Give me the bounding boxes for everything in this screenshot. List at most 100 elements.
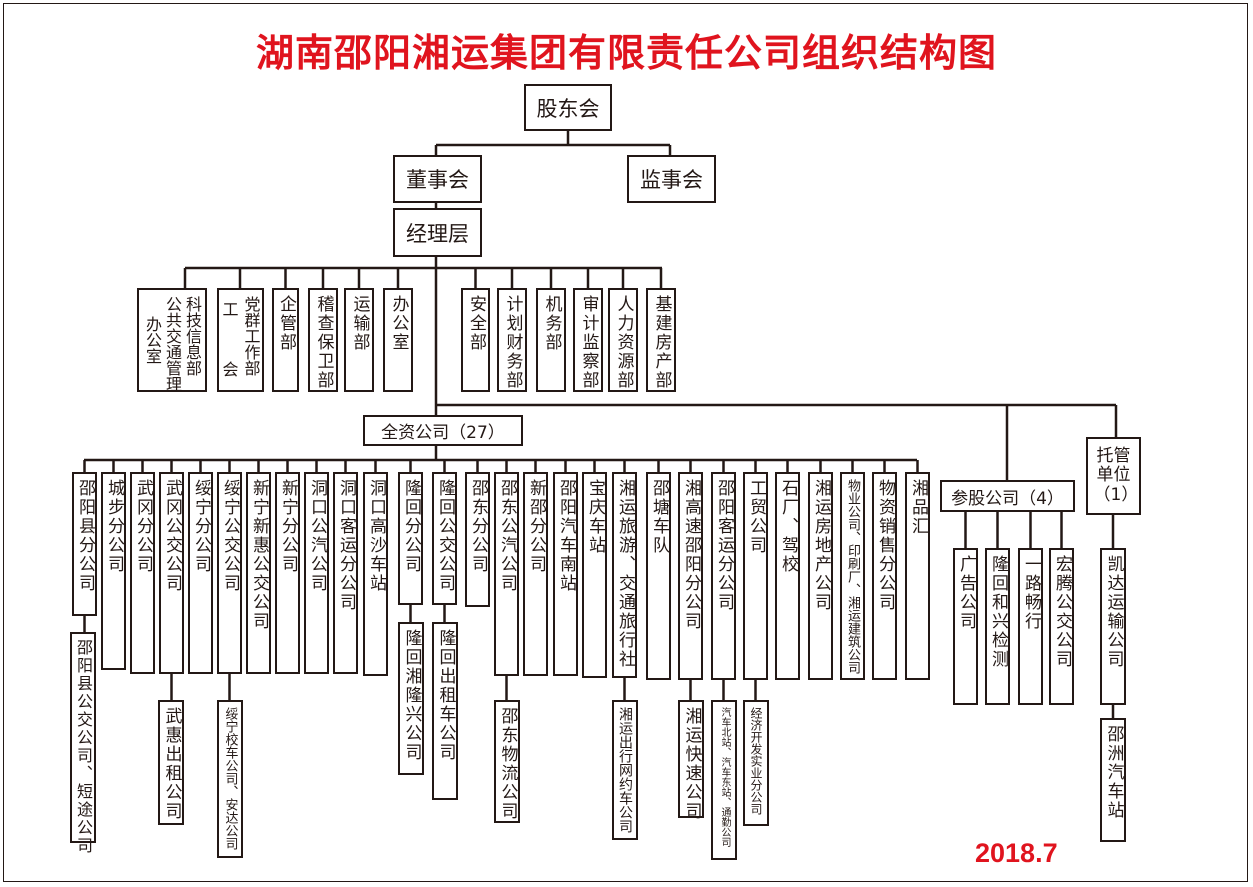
wholly-owned-company-label: 绥宁分公司: [191, 479, 211, 574]
board-box-label: 董事会: [406, 168, 469, 192]
department-box-label: 基建房产部: [651, 295, 672, 390]
equity-company-label: 宏腾公交公司: [1052, 555, 1072, 669]
wholly-owned-company-label: 绥宁公交公司: [220, 479, 240, 593]
subsidiary-box-label: 邵东物流公司: [497, 707, 518, 821]
wholly-owned-company: 绥宁公交公司: [217, 472, 242, 674]
wholly-owned-company-label: 物资销售分公司: [875, 479, 895, 612]
department-box-label: 安全部: [466, 295, 486, 352]
wholly-owned-company: 湘品汇: [905, 472, 930, 680]
wholly-owned-company-label: 石厂、驾校: [778, 479, 798, 574]
department-box: 审计监察部: [573, 288, 603, 392]
wholly-owned-box: 全资公司（27）: [363, 415, 523, 446]
wholly-owned-company-label: 湘品汇: [908, 479, 928, 536]
department-label: 工会: [222, 296, 238, 380]
border-frame: [3, 3, 1248, 882]
wholly-owned-company-label: 邵阳县分公司: [75, 479, 95, 593]
supervisors-box-label: 监事会: [640, 168, 703, 192]
department-box: 企管部: [272, 288, 299, 392]
subsidiary-box: 经济开发实业分公司: [743, 700, 769, 826]
subsidiary-box: 汽车北站、汽车东站、通勤公司: [711, 700, 737, 860]
board-box: 董事会: [393, 155, 482, 203]
department-box: 计划财务部: [497, 288, 527, 392]
wholly-owned-company: 工贸公司: [743, 472, 768, 680]
wholly-owned-company: 湘运房地产公司: [808, 472, 833, 680]
subsidiary-box: 邵阳县公交公司、短途公司: [70, 632, 96, 855]
chart-title: 湖南邵阳湘运集团有限责任公司组织结构图: [255, 31, 997, 75]
equity-company-label: 广告公司: [956, 555, 976, 631]
equity-company: 宏腾公交公司: [1049, 548, 1074, 705]
equity-company-label: 一路畅行: [1021, 555, 1041, 631]
wholly-owned-company: 石厂、驾校: [775, 472, 800, 680]
wholly-owned-company: 邵东分公司: [465, 472, 490, 607]
subsidiary-box-label: 武惠出租公司: [161, 707, 182, 821]
wholly-owned-company-label: 新邵分公司: [526, 479, 546, 574]
entrusted-box: 托管单位（1）: [1086, 437, 1141, 515]
wholly-owned-company-label: 洞口客运分公司: [336, 479, 356, 612]
subsidiary-box-label: 经济开发实业分公司: [749, 707, 763, 815]
subsidiary-box-label: 隆回出租车公司: [435, 629, 456, 762]
wholly-owned-company-label: 湘运旅游、交通旅行社: [615, 479, 635, 669]
management-box: 经理层: [393, 208, 482, 257]
wholly-owned-company-label: 物业公司、印刷厂、湘运建筑公司: [845, 479, 860, 674]
wholly-owned-company: 隆回分公司: [398, 472, 423, 605]
wholly-owned-company: 邵阳汽车南站: [553, 472, 578, 676]
entrusted-company: 凯达运输公司: [1100, 548, 1126, 705]
wholly-owned-company-label: 隆回分公司: [401, 479, 421, 574]
department-label-char: 工: [222, 300, 239, 319]
subsidiary-box-label: 邵阳县公交公司、短途公司: [74, 639, 93, 855]
department-label-char: 会: [222, 360, 239, 379]
wholly-owned-company: 湘高速邵阳分公司: [678, 472, 703, 680]
wholly-owned-company: 洞口公汽公司: [304, 472, 329, 674]
department-box: 机务部: [536, 288, 566, 392]
wholly-owned-company: 新邵分公司: [523, 472, 548, 676]
department-box-label: 企管部: [276, 295, 296, 352]
department-box: 基建房产部: [646, 288, 676, 392]
equity-company: 广告公司: [953, 548, 978, 705]
subsidiary-box: 湘运出行网约车公司: [612, 700, 638, 840]
department-box: 科技信息部 公共交通管理 办公室: [137, 288, 207, 392]
wholly-owned-company: 洞口高沙车站: [363, 472, 388, 676]
wholly-owned-company-label: 武冈公交公司: [162, 479, 182, 593]
equity-company: 一路畅行: [1018, 548, 1043, 705]
subsidiary-box-label: 湘运快速公司: [681, 707, 702, 821]
department-box-label: 运输部: [349, 295, 370, 352]
department-label: 党群工作部: [241, 296, 261, 376]
wholly-owned-company: 隆回公交公司: [432, 472, 457, 605]
department-box: 稽查保卫部: [308, 288, 338, 392]
wholly-owned-company-label: 隆回公交公司: [435, 479, 455, 593]
wholly-owned-company-label: 湘高速邵阳分公司: [681, 479, 701, 631]
wholly-owned-company: 新宁新惠公交公司: [246, 472, 271, 674]
department-box: 人力资源部: [608, 288, 638, 392]
subsidiary-box: 湘运快速公司: [678, 700, 704, 821]
wholly-owned-company: 宝庆车站: [582, 472, 607, 678]
subsidiary-box: 隆回湘隆兴公司: [398, 622, 424, 775]
department-box-label: 办公室: [388, 295, 409, 352]
department-box-label: 人力资源部: [613, 295, 634, 390]
department-box: 安全部: [461, 288, 490, 392]
shareholders-box: 股东会: [524, 84, 612, 131]
equity-box-label: 参股公司（4）: [951, 488, 1064, 509]
wholly-owned-company: 城步分公司: [101, 472, 126, 670]
wholly-owned-company-label: 洞口高沙车站: [366, 479, 386, 593]
department-label: 办公室: [143, 316, 162, 364]
wholly-owned-company: 物资销售分公司: [872, 472, 897, 680]
wholly-owned-company: 邵东公汽公司: [494, 472, 519, 676]
wholly-owned-company-label: 邵阳客运分公司: [714, 479, 734, 612]
wholly-owned-company-label: 邵东分公司: [468, 479, 488, 574]
wholly-owned-company-label: 新宁新惠公交公司: [249, 479, 269, 631]
department-box-label: 机务部: [541, 295, 562, 352]
shareholders-box-label: 股东会: [536, 96, 600, 121]
equity-company-label: 隆回和兴检测: [988, 555, 1008, 669]
management-box-label: 经理层: [406, 221, 469, 246]
subsidiary-box: 邵洲汽车站: [1100, 718, 1126, 842]
wholly-owned-company: 洞口客运分公司: [333, 472, 358, 674]
entrusted-box-label: 托管单位（1）: [1093, 445, 1139, 505]
department-label: 科技信息部: [183, 296, 202, 376]
subsidiary-box: 邵东物流公司: [494, 700, 520, 823]
wholly-owned-company-label: 邵东公汽公司: [497, 479, 517, 593]
department-box-label: 计划财务部: [502, 295, 523, 390]
subsidiary-box: 武惠出租公司: [158, 700, 184, 825]
wholly-owned-box-label: 全资公司（27）: [381, 423, 505, 443]
